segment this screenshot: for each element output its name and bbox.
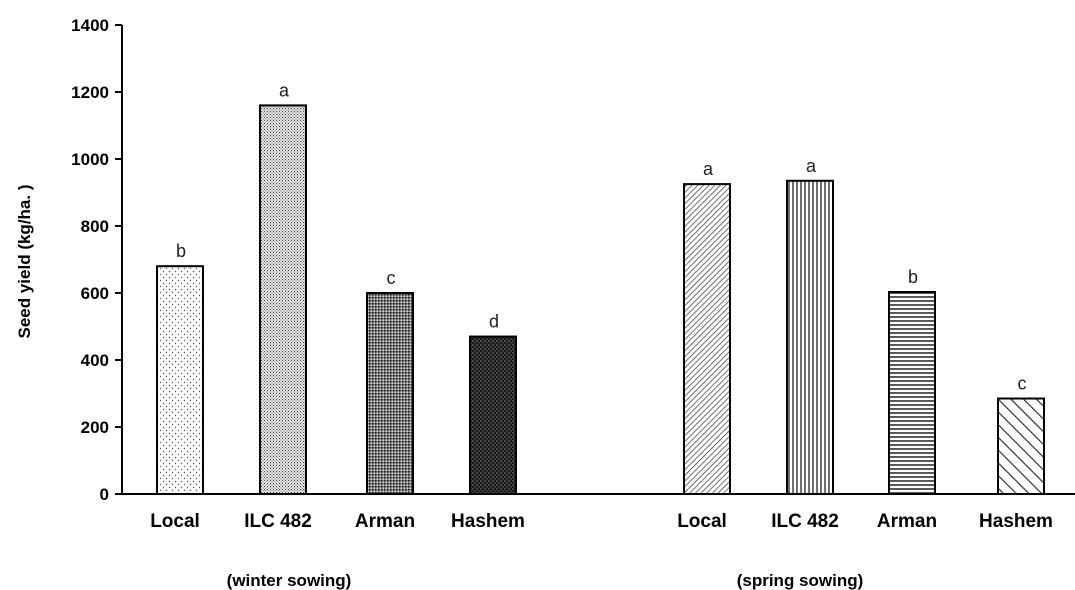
y-tick-label: 200 <box>81 418 109 437</box>
significance-letter: d <box>489 312 499 332</box>
y-tick-label: 400 <box>81 351 109 370</box>
group-label: (spring sowing) <box>737 571 864 590</box>
y-tick-label: 1000 <box>71 150 109 169</box>
y-tick-label: 1400 <box>71 16 109 35</box>
x-tick-label: ILC 482 <box>771 511 839 532</box>
labels-layer: Seed yield (kg/ha. ) b Local a ILC 482 c Arman… <box>15 80 1053 590</box>
y-tick-label: 600 <box>81 284 109 303</box>
bars-layer <box>156 104 1045 496</box>
bar-spring-hashem <box>997 397 1045 495</box>
x-tick-label: Arman <box>355 511 415 532</box>
significance-letter: c <box>387 268 396 288</box>
bar-winter-arman <box>366 292 414 495</box>
significance-letter: a <box>806 156 817 176</box>
bar-spring-ilc-482 <box>786 179 834 495</box>
significance-letter: c <box>1018 374 1027 394</box>
significance-letter: b <box>176 241 186 261</box>
x-tick-label: Local <box>677 511 727 532</box>
bar-winter-hashem <box>469 335 517 495</box>
x-tick-label: Hashem <box>979 511 1053 532</box>
significance-letter: a <box>703 159 714 179</box>
x-tick-label: Hashem <box>451 511 525 532</box>
bar-spring-arman <box>888 290 936 495</box>
group-label: (winter sowing) <box>227 571 352 590</box>
x-tick-label: ILC 482 <box>244 511 312 532</box>
y-axis: 0 200 400 600 800 1000 1200 1400 <box>71 16 123 504</box>
y-tick-label: 800 <box>81 217 109 236</box>
x-tick-label: Arman <box>877 511 937 532</box>
y-tick-label: 1200 <box>71 83 109 102</box>
bar-winter-local <box>156 265 204 496</box>
x-tick-label: Local <box>150 511 200 532</box>
significance-letter: a <box>279 80 290 100</box>
y-axis-label: Seed yield (kg/ha. ) <box>15 185 34 339</box>
significance-letter: b <box>908 267 918 287</box>
y-tick-label: 0 <box>100 485 109 504</box>
bar-winter-ilc-482 <box>259 104 307 496</box>
bar-spring-local <box>683 183 731 495</box>
